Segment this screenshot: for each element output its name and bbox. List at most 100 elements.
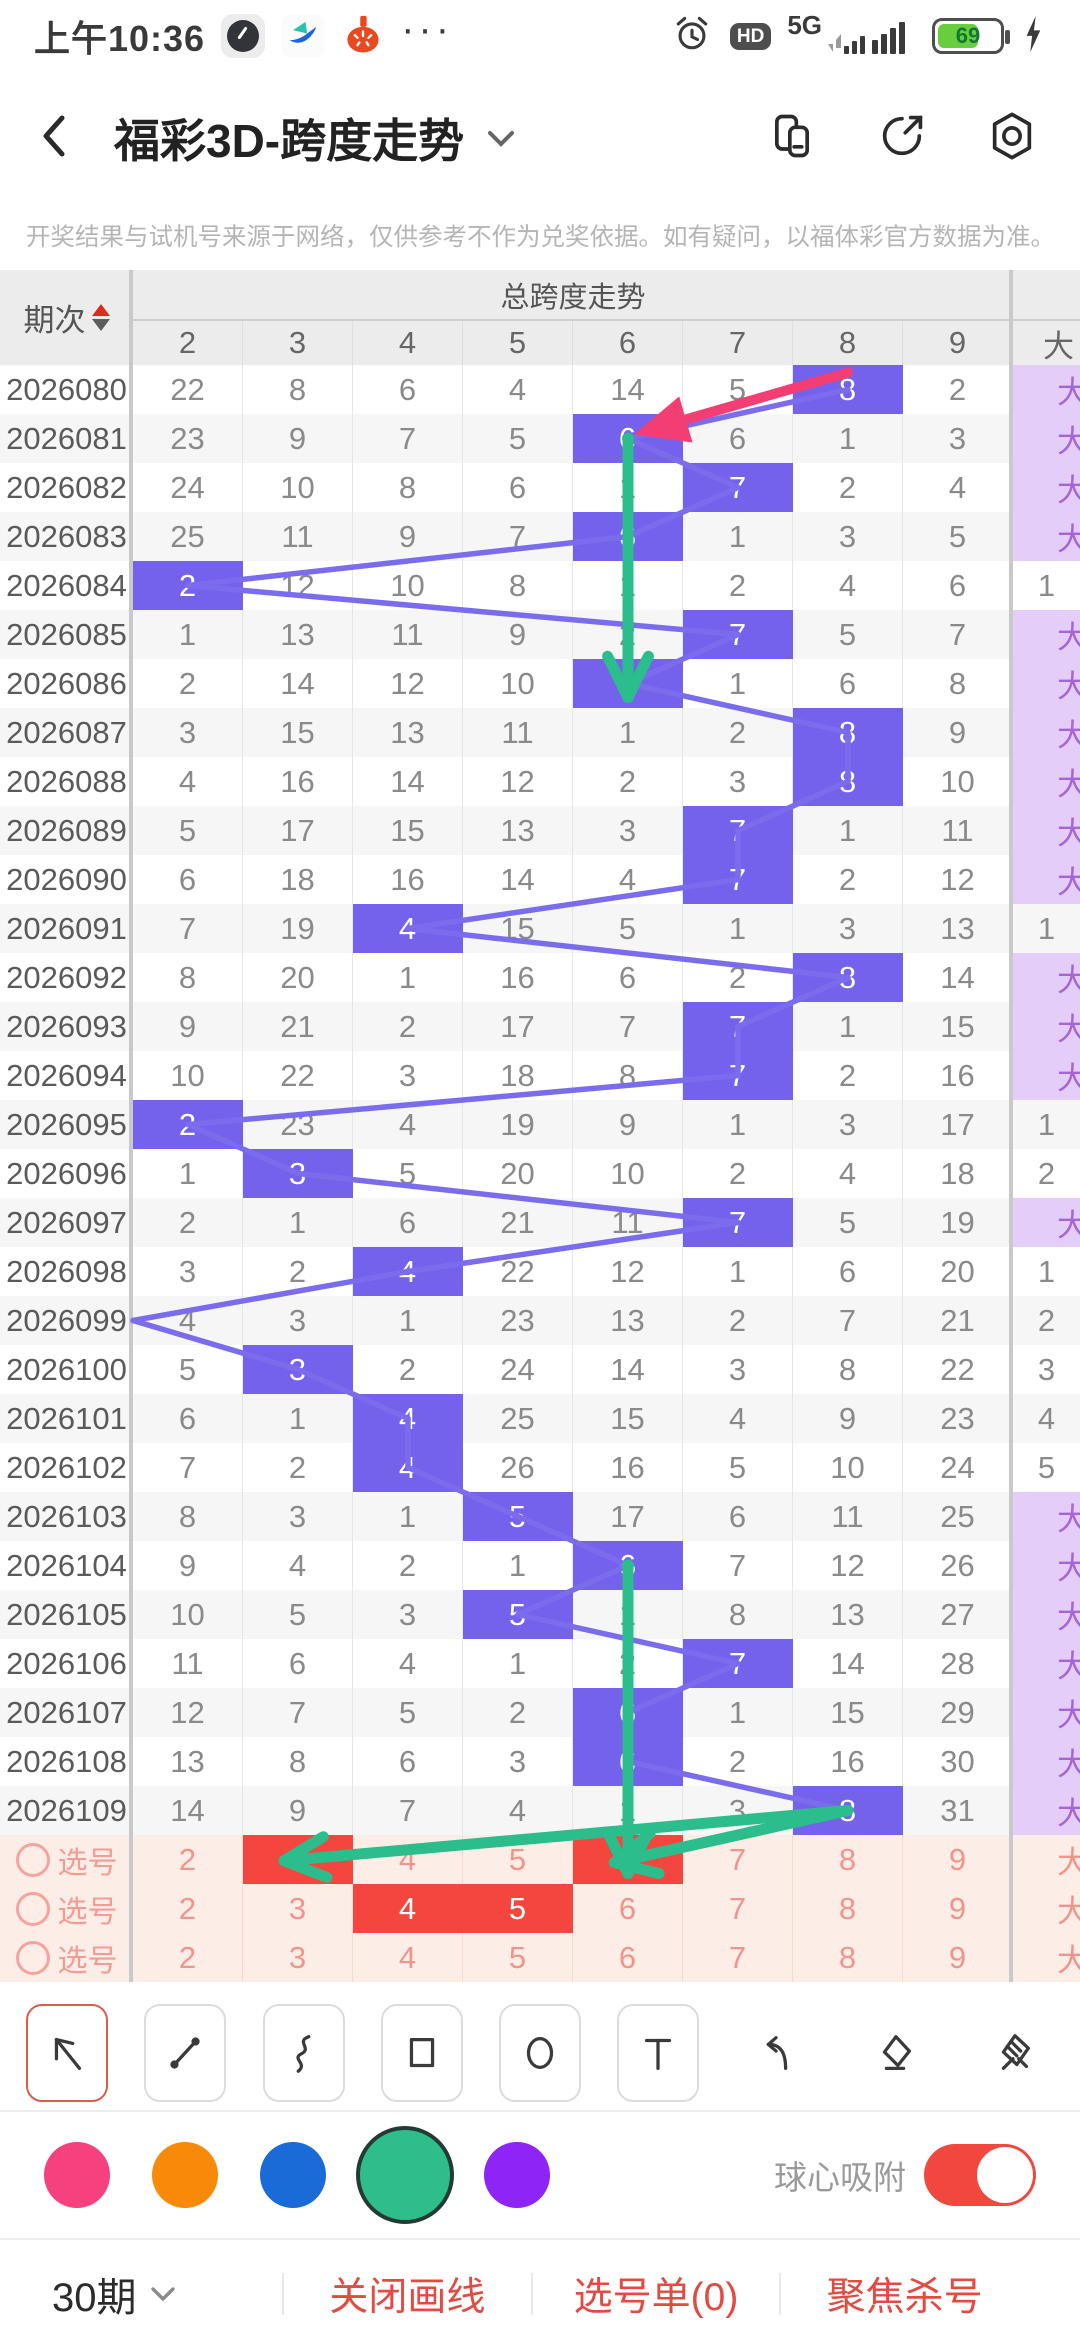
pick-number-cell[interactable]: 7	[683, 1835, 793, 1884]
pick-number-cell[interactable]: 6	[573, 1835, 683, 1884]
pick-number-cell[interactable]: 6	[573, 1884, 683, 1933]
pick-number-cell[interactable]: 8	[793, 1933, 903, 1982]
miss-count-cell: 15	[573, 1394, 683, 1443]
miss-count-cell: 9	[133, 1002, 243, 1051]
color-swatch[interactable]	[260, 2142, 326, 2208]
pick-number-cell[interactable]: 5	[463, 1835, 573, 1884]
pick-number-cell[interactable]: 6	[573, 1933, 683, 1982]
pick-list-button[interactable]: 选号单(0)	[573, 2276, 739, 2319]
pick-number-cell[interactable]: 9	[903, 1835, 1013, 1884]
big-small-cell: 大	[1013, 1492, 1080, 1541]
close-drawing-button[interactable]: 关闭画线	[329, 2276, 486, 2319]
miss-count-cell: 11	[903, 806, 1013, 855]
ellipse-tool[interactable]	[499, 2004, 581, 2102]
pick-number-cell[interactable]: 2	[133, 1884, 243, 1933]
eraser-tool[interactable]	[854, 2004, 936, 2102]
miss-count-cell: 8	[573, 1051, 683, 1100]
period-cell: 2026086	[6, 665, 127, 701]
pick-number-cell[interactable]: 8	[793, 1835, 903, 1884]
big-small-cell: 大	[1013, 1051, 1080, 1100]
table-row: 2026109 14 9 7 4 1 3 8 31 大	[0, 1786, 1080, 1835]
color-swatch[interactable]	[152, 2142, 218, 2208]
ball-center-snap-toggle[interactable]	[924, 2144, 1036, 2206]
focus-kill-button[interactable]: 聚焦杀号	[826, 2276, 983, 2319]
pick-number-cell[interactable]: 9	[903, 1884, 1013, 1933]
big-small-cell: 1	[1037, 567, 1056, 603]
page-title-dropdown[interactable]: 福彩3D-跨度走势	[114, 105, 518, 171]
period-cell: 2026088	[6, 763, 127, 799]
miss-count-cell: 4	[683, 1394, 793, 1443]
group-header: 总跨度走势	[500, 281, 646, 314]
miss-count-cell: 10	[793, 1443, 903, 1492]
share-button[interactable]	[876, 110, 928, 167]
color-swatch[interactable]	[356, 2126, 454, 2224]
ellipse-icon	[526, 2036, 554, 2070]
settings-button[interactable]	[986, 110, 1038, 167]
highlighted-span-cell: 6	[573, 659, 683, 708]
rectangle-tool[interactable]	[380, 2004, 463, 2102]
pick-row-label[interactable]: 选号	[0, 1835, 133, 1884]
miss-count-cell: 2	[683, 1737, 793, 1786]
pick-radio-icon[interactable]	[15, 1891, 50, 1926]
pick-number-cell[interactable]: 4	[353, 1884, 463, 1933]
miss-count-cell: 2	[133, 1198, 243, 1247]
pick-big-cell[interactable]: 大	[1057, 1943, 1080, 1978]
compass-app-icon	[221, 14, 266, 58]
color-swatch[interactable]	[484, 2142, 550, 2208]
pick-big-cell[interactable]: 大	[1057, 1894, 1080, 1929]
period-cell: 2026101	[6, 1400, 127, 1436]
pick-number-cell[interactable]: 4	[353, 1933, 463, 1982]
highlighted-span-cell: 6	[573, 414, 683, 463]
miss-count-cell: 3	[353, 1051, 463, 1100]
pick-number-cell[interactable]: 7	[683, 1933, 793, 1982]
highlighted-span-cell: 5	[463, 1590, 573, 1639]
miss-count-cell: 1	[463, 1639, 573, 1688]
miss-count-cell: 2	[573, 757, 683, 806]
pick-number-cell[interactable]: 2	[133, 1835, 243, 1884]
pick-number-cell[interactable]: 3	[243, 1884, 353, 1933]
miss-count-cell: 10	[573, 1149, 683, 1198]
miss-count-cell: 4	[903, 463, 1013, 512]
big-small-cell: 2	[1037, 1302, 1056, 1338]
pick-number-cell[interactable]: 5	[463, 1933, 573, 1982]
period-cell: 2026099	[6, 1302, 127, 1338]
undo-tool[interactable]	[736, 2004, 818, 2102]
pick-number-cell[interactable]: 4	[353, 1835, 463, 1884]
line-tool[interactable]	[144, 2004, 227, 2102]
miss-count-cell: 2	[683, 708, 793, 757]
miss-count-cell: 12	[463, 757, 573, 806]
miss-count-cell: 26	[463, 1443, 573, 1492]
pick-big-cell[interactable]: 大	[1057, 1845, 1080, 1880]
pick-row-label[interactable]: 选号	[0, 1933, 133, 1982]
curve-tool[interactable]	[262, 2004, 345, 2102]
pick-number-cell[interactable]: 3	[243, 1933, 353, 1982]
clear-eraser-tool[interactable]	[972, 2004, 1054, 2102]
rectangle-icon	[409, 2037, 434, 2068]
miss-count-cell: 9	[133, 1541, 243, 1590]
back-button[interactable]	[34, 108, 78, 169]
miss-count-cell: 23	[463, 1296, 573, 1345]
pick-number-cell[interactable]: 5	[463, 1884, 573, 1933]
period-sort-header[interactable]: 期次	[0, 270, 133, 365]
compare-charts-button[interactable]	[766, 110, 818, 167]
highlighted-span-cell: 7	[683, 1051, 793, 1100]
pick-number-cell[interactable]: 8	[793, 1884, 903, 1933]
color-swatch[interactable]	[44, 2142, 110, 2208]
miss-count-cell: 4	[133, 1296, 243, 1345]
pick-number-cell[interactable]: 7	[683, 1884, 793, 1933]
pick-number-cell[interactable]: 9	[903, 1933, 1013, 1982]
pick-number-cell[interactable]: 3	[243, 1835, 353, 1884]
pick-number-cell[interactable]: 2	[133, 1933, 243, 1982]
big-small-cell: 1	[1037, 1106, 1056, 1142]
select-arrow-tool[interactable]	[26, 2004, 108, 2102]
pick-row-label[interactable]: 选号	[0, 1884, 133, 1933]
disclaimer-text: 开奖结果与试机号来源于网络，仅供参考不作为兑奖依据。如有疑问，以福体彩官方数据为…	[26, 224, 1055, 251]
miss-count-cell: 3	[793, 512, 903, 561]
pick-radio-icon[interactable]	[15, 1842, 50, 1877]
period-count-selector[interactable]: 30期	[52, 2265, 282, 2323]
sort-icons	[91, 304, 110, 331]
text-tool[interactable]	[617, 2004, 700, 2102]
col-header: 7	[683, 321, 793, 365]
pick-radio-icon[interactable]	[15, 1940, 50, 1975]
